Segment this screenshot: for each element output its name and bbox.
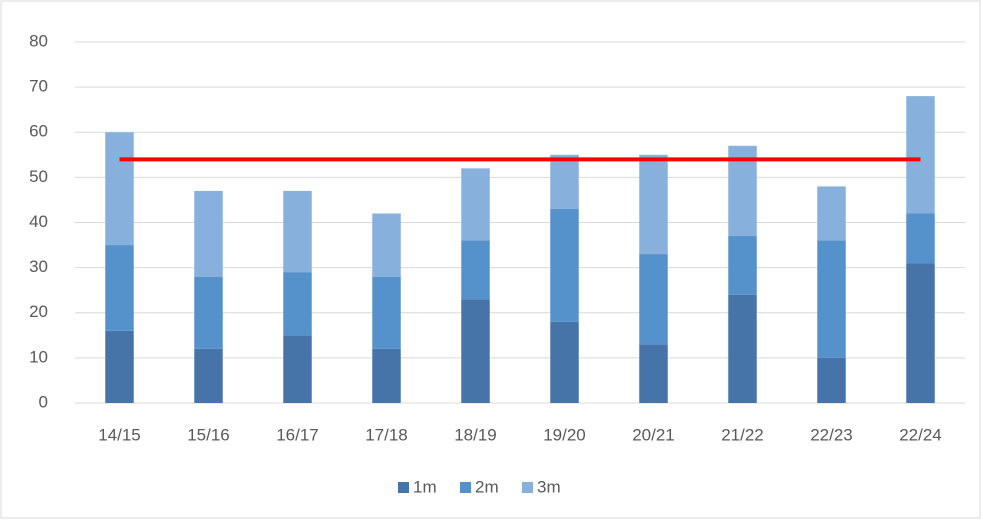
bar-segment [372, 348, 401, 403]
bar-segment [194, 190, 223, 277]
x-tick-label: 21/22 [721, 425, 764, 444]
legend-swatch [460, 482, 471, 493]
bar-segment [194, 348, 223, 403]
bar-segment [105, 132, 134, 246]
bar-segment [728, 236, 757, 295]
bar-segment [283, 335, 312, 403]
x-tick-label: 19/20 [543, 425, 586, 444]
bar-segment [372, 213, 401, 277]
bar-segment [461, 240, 490, 300]
x-tick-label: 18/19 [454, 425, 497, 444]
bar-segment [461, 168, 490, 241]
bar-segment [906, 213, 935, 264]
legend-label: 2m [475, 477, 499, 496]
bar-segment [906, 263, 935, 403]
y-tick-label: 60 [29, 122, 48, 141]
bar-segment [817, 186, 846, 241]
bar-segment [639, 344, 668, 403]
bar-segment [817, 240, 846, 358]
y-tick-label: 0 [39, 392, 48, 411]
legend-swatch [398, 482, 409, 493]
bar-segment [372, 276, 401, 349]
legend-label: 1m [413, 477, 437, 496]
y-tick-label: 40 [29, 212, 48, 231]
bar-segment [550, 321, 579, 403]
bar-segment [105, 245, 134, 331]
x-tick-label: 17/18 [365, 425, 408, 444]
y-tick-label: 50 [29, 167, 48, 186]
y-tick-label: 30 [29, 257, 48, 276]
bar-segment [817, 357, 846, 403]
bar-segment [906, 96, 935, 214]
bar-segment [728, 294, 757, 403]
x-tick-label: 16/17 [276, 425, 319, 444]
legend-swatch [522, 482, 533, 493]
bar-segment [461, 299, 490, 403]
x-tick-label: 22/23 [810, 425, 853, 444]
x-tick-label: 22/24 [899, 425, 942, 444]
bar-segment [639, 154, 668, 255]
y-tick-label: 70 [29, 77, 48, 96]
bar-segment [550, 208, 579, 322]
x-tick-label: 20/21 [632, 425, 675, 444]
y-tick-label: 10 [29, 347, 48, 366]
x-tick-label: 14/15 [98, 425, 141, 444]
bar-segment [283, 190, 312, 273]
bar-segment [105, 330, 134, 403]
bar-segment [283, 272, 312, 336]
bar-segment [550, 154, 579, 209]
y-tick-label: 20 [29, 302, 48, 321]
y-tick-label: 80 [29, 31, 48, 50]
bar-segment [639, 254, 668, 345]
legend-label: 3m [537, 477, 561, 496]
bar-segment [194, 276, 223, 349]
x-tick-label: 15/16 [187, 425, 230, 444]
